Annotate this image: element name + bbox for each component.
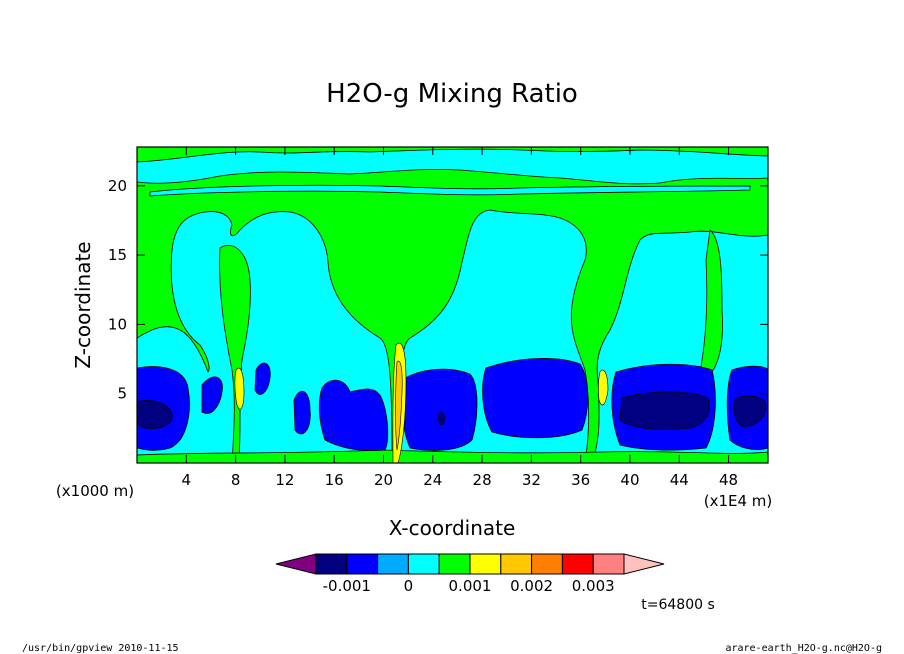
contour-darkblue-left xyxy=(137,400,173,429)
y-tick-label: 10 xyxy=(108,315,127,333)
colorbar-label: 0.002 xyxy=(510,577,553,595)
contour-blue-small-1 xyxy=(201,376,223,414)
x-tick-label: 8 xyxy=(231,471,241,489)
colorbar-label: 0.001 xyxy=(449,577,492,595)
x-tick-label: 4 xyxy=(182,471,192,489)
x-tick-label: 24 xyxy=(423,471,442,489)
colorbar-box xyxy=(377,553,409,575)
plot-frame xyxy=(136,146,769,464)
x-tick-label: 48 xyxy=(719,471,738,489)
contour-field xyxy=(137,147,768,463)
colorbar-box xyxy=(407,553,440,575)
x-unit-right: (x1E4 m) xyxy=(704,492,773,510)
colorbar-label: 0 xyxy=(404,577,414,595)
contour-darkblue-small xyxy=(437,412,445,426)
colorbar xyxy=(275,553,665,575)
y-axis: 5 10 15 20 xyxy=(108,177,768,403)
footer-left: /usr/bin/gpview 2010-11-15 xyxy=(22,643,179,654)
footer-right: arare-earth_H2O-g.nc@H2O-g xyxy=(725,643,882,654)
x-tick-label: 16 xyxy=(325,471,344,489)
colorbar-label: 0.003 xyxy=(572,577,615,595)
contour-green-upper-layer xyxy=(137,147,768,463)
colorbar-box xyxy=(592,553,625,575)
y-tick-label: 15 xyxy=(108,246,127,264)
contour-yellow-right xyxy=(598,369,609,406)
colorbar-box xyxy=(531,553,563,575)
colorbar-box xyxy=(346,553,379,575)
contour-blue-center-left xyxy=(293,379,389,451)
contour-green-right-plume xyxy=(699,229,723,373)
colorbar-upper-triangle xyxy=(623,553,665,575)
y-tick-label: 20 xyxy=(108,177,127,195)
contour-blue-small-2 xyxy=(254,362,271,395)
colorbar-lower-triangle xyxy=(275,553,317,575)
y-axis-label: Z-coordinate xyxy=(71,241,95,368)
chart-title: H2O-g Mixing Ratio xyxy=(326,79,578,109)
x-tick-label: 44 xyxy=(670,471,689,489)
colorbar-box xyxy=(561,553,594,575)
contour-darkblue-far-right xyxy=(733,395,767,427)
colorbar-label: -0.001 xyxy=(323,577,371,595)
x-unit-left: (x1000 m) xyxy=(56,482,134,500)
contour-cyan-strip xyxy=(149,184,751,197)
contour-orange-center xyxy=(395,360,403,451)
contour-green-bottom xyxy=(137,449,768,463)
contour-blue-center xyxy=(400,368,478,451)
contour-yellow-left xyxy=(234,367,245,410)
contour-cyan-upper-band xyxy=(137,148,768,185)
colorbar-box xyxy=(469,553,502,575)
colorbar-labels: -0.001 0 0.001 0.002 0.003 xyxy=(323,577,615,595)
x-tick-label: 36 xyxy=(571,471,590,489)
x-axis-label: X-coordinate xyxy=(389,516,516,540)
contour-blue-right-center xyxy=(482,358,589,439)
x-tick-label: 12 xyxy=(275,471,294,489)
x-tick-label: 40 xyxy=(620,471,639,489)
x-tick-label: 28 xyxy=(473,471,492,489)
colorbar-box xyxy=(500,553,533,575)
time-label: t=64800 s xyxy=(641,597,715,613)
contour-darkblue-right xyxy=(619,391,710,430)
contour-green-left-plume xyxy=(219,245,251,463)
colorbar-box xyxy=(438,553,471,575)
x-axis: 4 8 12 16 20 24 28 32 36 40 44 48 xyxy=(182,147,738,489)
x-tick-label: 32 xyxy=(522,471,541,489)
x-tick-label: 20 xyxy=(374,471,393,489)
colorbar-box xyxy=(315,553,348,575)
y-tick-label: 5 xyxy=(117,385,127,403)
